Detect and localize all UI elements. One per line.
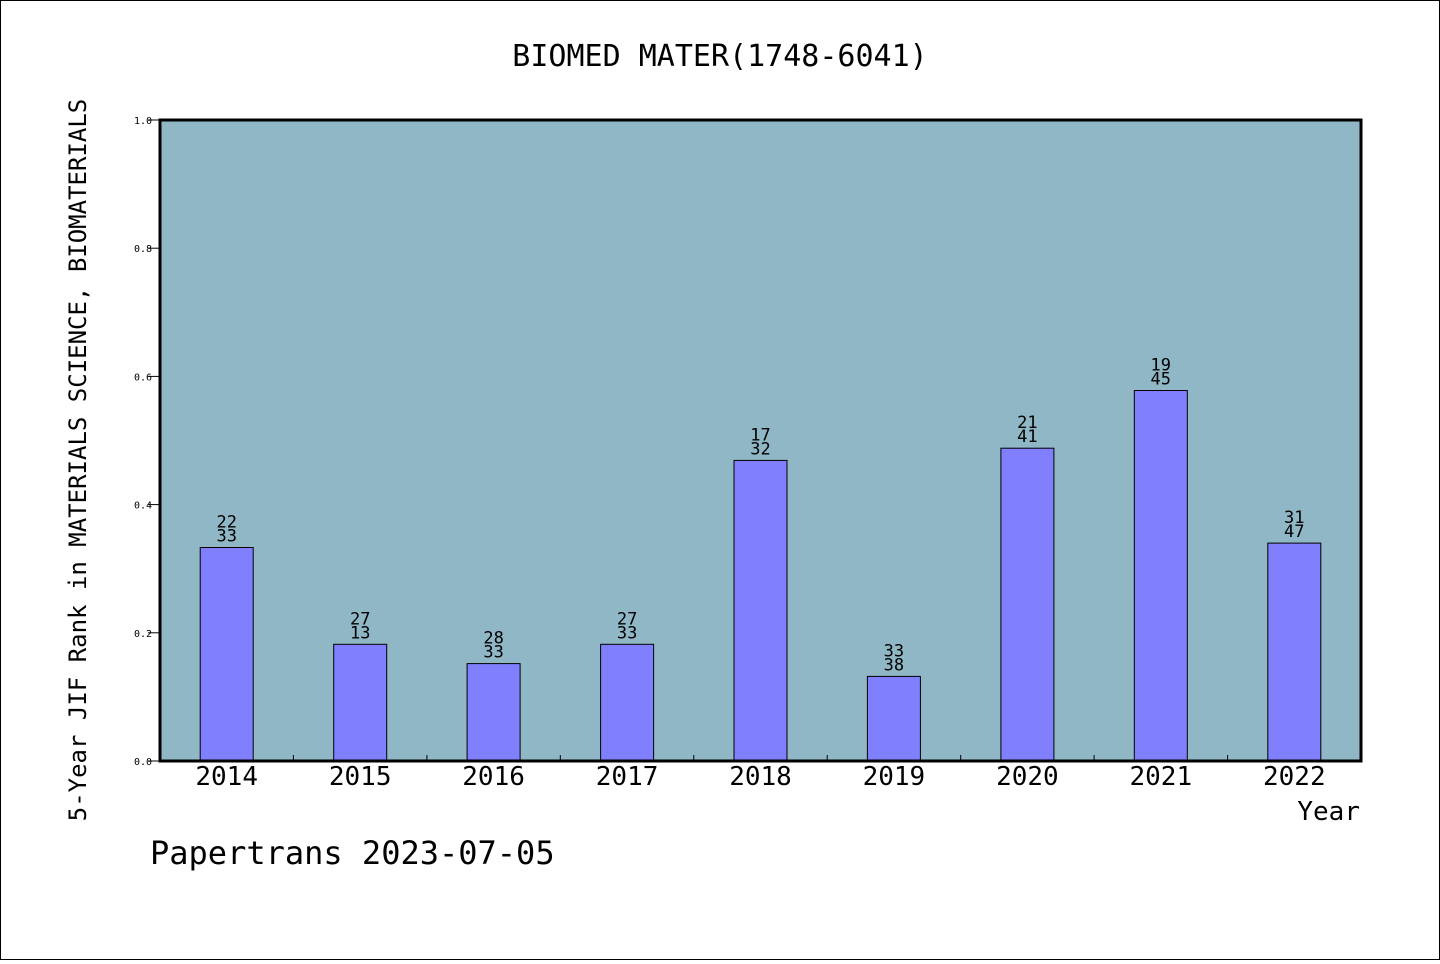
chart-title: BIOMED MATER(1748-6041) <box>512 39 927 74</box>
bar-2018 <box>733 459 788 762</box>
data-label-top-2018: 17 <box>750 425 770 445</box>
bar-2020 <box>1000 447 1055 762</box>
data-label-bottom-2014: 33 <box>216 527 236 547</box>
data-label-top-2019: 33 <box>884 641 904 661</box>
x-axis-label: Year <box>1297 797 1360 827</box>
bar-2015 <box>333 643 388 762</box>
bar-2016 <box>466 663 521 762</box>
data-label-bottom-2020: 41 <box>1017 427 1037 447</box>
bar-2021 <box>1133 390 1188 762</box>
data-label-bottom-2015: 13 <box>350 623 370 643</box>
x-ticks-layer: 2014 2015 2016 2017 2018 2019 2020 2021 2022 <box>195 755 1326 792</box>
data-label-top-2020: 21 <box>1017 413 1037 433</box>
y-tick-label-0.0: 0.0 <box>134 757 152 768</box>
y-tick-label-0.6: 0.6 <box>134 372 152 383</box>
plot-frame <box>158 118 1363 763</box>
data-label-bottom-2017: 33 <box>617 623 637 643</box>
y-tick-label-0.4: 0.4 <box>134 501 152 512</box>
y-tick-label-0.8: 0.8 <box>134 244 152 255</box>
y-ticks-layer: 0.0 0.2 0.4 0.6 0.8 1.0 <box>134 116 160 768</box>
bar-2019 <box>866 675 921 762</box>
y-tick-label-1.0: 1.0 <box>134 116 152 127</box>
data-label-top-2015: 27 <box>350 609 370 629</box>
data-label-top-2014: 22 <box>216 513 236 533</box>
bar-2022 <box>1267 542 1322 762</box>
data-label-top-2016: 28 <box>483 629 503 649</box>
x-tick-label-2014: 2014 <box>195 762 258 792</box>
data-label-bottom-2021: 45 <box>1151 370 1171 390</box>
y-tick-label-0.2: 0.2 <box>134 629 152 640</box>
x-tick-label-2021: 2021 <box>1129 762 1192 792</box>
data-label-bottom-2022: 47 <box>1284 522 1304 542</box>
x-tick-label-2016: 2016 <box>462 762 525 792</box>
x-tick-label-2020: 2020 <box>996 762 1059 792</box>
x-tick-label-2022: 2022 <box>1263 762 1326 792</box>
data-label-bottom-2018: 32 <box>750 439 770 459</box>
data-label-top-2017: 27 <box>617 609 637 629</box>
data-label-top-2021: 19 <box>1151 356 1171 376</box>
bar-2017 <box>600 643 655 762</box>
data-label-top-2022: 31 <box>1284 508 1304 528</box>
data-label-bottom-2019: 38 <box>884 655 904 675</box>
x-tick-label-2017: 2017 <box>596 762 659 792</box>
bars-layer <box>199 390 1322 762</box>
data-label-bottom-2016: 33 <box>483 643 503 663</box>
x-tick-label-2018: 2018 <box>729 762 792 792</box>
x-tick-label-2015: 2015 <box>329 762 392 792</box>
x-tick-label-2019: 2019 <box>863 762 926 792</box>
bar-2014 <box>199 547 254 762</box>
y-axis-label: 5-Year JIF Rank in MATERIALS SCIENCE, BI… <box>64 99 92 821</box>
credit-text: Papertrans 2023-07-05 <box>150 834 555 872</box>
